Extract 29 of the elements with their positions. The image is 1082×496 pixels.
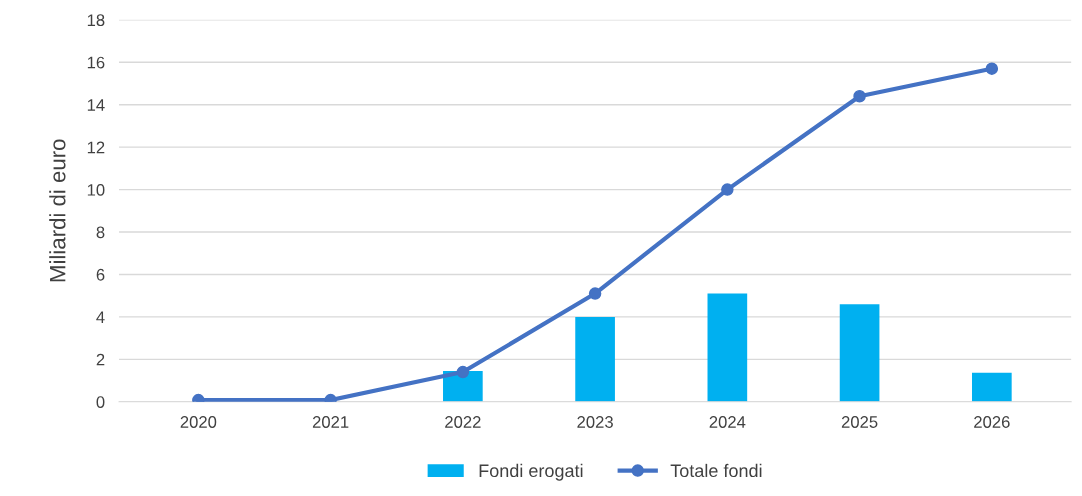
bar [839, 304, 880, 402]
y-tick-label: 18 [87, 14, 105, 27]
y-tick-label: 14 [87, 99, 105, 111]
y-tick-label: 10 [87, 183, 105, 196]
y-tick-label: 16 [87, 56, 105, 69]
x-tick-label: 2025 [841, 416, 878, 428]
x-tick-label: 2024 [709, 416, 746, 428]
y-tick-label: 4 [96, 311, 105, 323]
point [985, 62, 999, 75]
bar [972, 372, 1012, 402]
y-axis-title: Miliardi di euro [49, 139, 66, 282]
x-tick-label: 2026 [974, 416, 1010, 428]
x-tick-label: 2022 [445, 416, 481, 428]
point [588, 287, 602, 300]
y-tick-label: 6 [96, 268, 105, 281]
legend-label: Totale fondi [670, 463, 762, 478]
point [456, 365, 470, 379]
y-tick-label: 0 [96, 396, 105, 408]
bar [575, 316, 615, 402]
y-tick-label: 2 [96, 353, 105, 366]
point [721, 183, 734, 196]
x-tick-label: 2021 [312, 416, 349, 428]
x-tick-label: 2020 [180, 416, 217, 428]
y-tick-label: 8 [96, 226, 105, 239]
y-tick-label: 12 [87, 141, 105, 154]
point [853, 89, 866, 103]
bar [707, 293, 748, 402]
x-tick-label: 2023 [577, 416, 613, 428]
legend-label: Fondi erogati [479, 463, 583, 481]
